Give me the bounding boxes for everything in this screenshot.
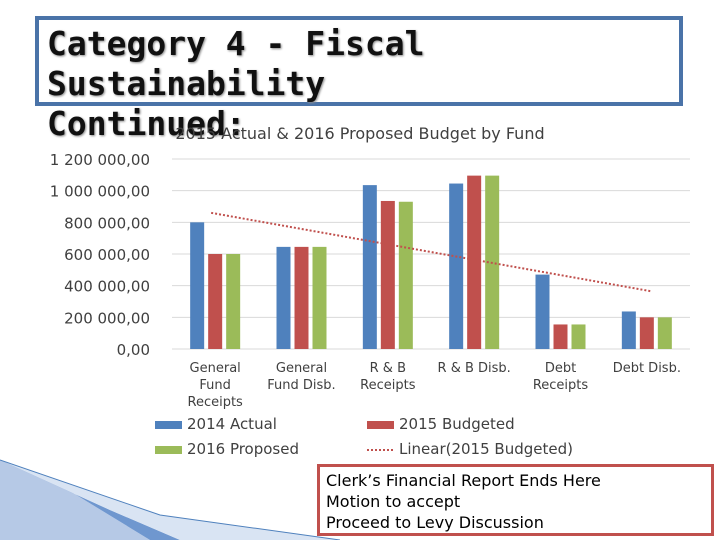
legend-swatch <box>155 421 182 429</box>
y-tick-label: 600 000,00 <box>64 246 150 264</box>
y-tick-label: 1 000 000,00 <box>50 183 150 201</box>
bar <box>398 201 413 349</box>
legend-swatch <box>155 446 182 454</box>
slide-title-line-1: Category 4 - Fiscal Sustainability <box>47 24 425 103</box>
clerk-report-note: Clerk’s Financial Report Ends Here Motio… <box>317 464 714 536</box>
decorative-corner-graphic <box>0 459 340 540</box>
note-line-2: Motion to accept <box>326 492 461 511</box>
x-tick-label: General <box>190 361 241 376</box>
y-tick-label: 200 000,00 <box>64 309 150 327</box>
legend-label: 2014 Actual <box>187 415 277 433</box>
bar <box>571 324 586 349</box>
x-tick-label: R & B <box>370 361 406 376</box>
y-tick-label: 0,00 <box>117 341 150 359</box>
slide-title-line-2: Continued: <box>47 104 246 143</box>
x-tick-label: Fund Disb. <box>267 378 335 393</box>
chart-title: 2015 Actual & 2016 Proposed Budget by Fu… <box>175 124 544 143</box>
bar <box>312 246 327 349</box>
x-tick-label: R & B Disb. <box>438 361 511 376</box>
budget-bar-chart: 2015 Actual & 2016 Proposed Budget by Fu… <box>50 124 690 458</box>
x-tick-label: Receipts <box>360 378 416 393</box>
x-tick-label: General <box>276 361 327 376</box>
bar <box>467 175 482 349</box>
x-tick-label: Debt <box>545 361 576 376</box>
bar <box>449 183 464 349</box>
bar <box>208 254 223 349</box>
bar <box>639 317 654 349</box>
bar <box>294 246 309 349</box>
legend-swatch <box>367 421 394 429</box>
bar <box>621 311 636 349</box>
bar <box>190 222 205 349</box>
bar <box>657 317 672 349</box>
x-tick-label: Receipts <box>533 378 589 393</box>
note-line-1: Clerk’s Financial Report Ends Here <box>326 471 601 490</box>
bar <box>362 185 377 349</box>
legend-label: 2016 Proposed <box>187 440 299 458</box>
bar <box>380 200 395 349</box>
legend-label: Linear(2015 Budgeted) <box>399 440 573 458</box>
x-tick-label: Debt Disb. <box>613 361 681 376</box>
y-tick-label: 800 000,00 <box>64 214 150 232</box>
legend-label: 2015 Budgeted <box>399 415 515 433</box>
x-tick-label: Fund <box>199 378 231 393</box>
bar <box>276 246 291 349</box>
bar <box>535 274 550 349</box>
x-tick-label: Receipts <box>188 395 244 410</box>
slide-title-box: Category 4 - Fiscal Sustainability Conti… <box>35 16 683 143</box>
bar <box>226 254 241 349</box>
note-line-3: Proceed to Levy Discussion <box>326 513 544 532</box>
bar <box>553 324 568 349</box>
y-tick-label: 1 200 000,00 <box>50 151 150 169</box>
y-tick-label: 400 000,00 <box>64 278 150 296</box>
trendline <box>210 211 652 293</box>
